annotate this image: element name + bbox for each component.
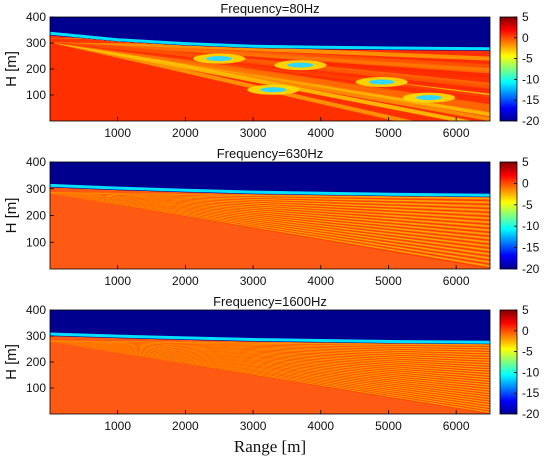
- colorbar-tick-label: -10: [522, 365, 540, 379]
- y-tick-label: 400: [26, 10, 46, 24]
- panel-title: Frequency=630Hz: [217, 146, 324, 161]
- surface-band: [50, 332, 490, 344]
- x-tick-label: 5000: [375, 419, 402, 433]
- x-tick-label: 1000: [104, 274, 131, 288]
- surface-band: [50, 31, 490, 51]
- y-tick-label: 200: [26, 209, 46, 223]
- colorbar-tick-label: 5: [522, 10, 529, 24]
- field-null: [416, 95, 443, 101]
- colorbar-tick-label: -20: [522, 407, 540, 421]
- x-axis-label: Range [m]: [234, 437, 306, 456]
- colorbar-tick-label: -5: [522, 198, 533, 212]
- x-tick-label: 3000: [240, 419, 267, 433]
- panel-title: Frequency=1600Hz: [213, 294, 327, 309]
- x-tick-label: 4000: [307, 419, 334, 433]
- colorbar-tick-label: -20: [522, 114, 540, 128]
- field-null: [368, 79, 395, 85]
- x-tick-label: 3000: [240, 274, 267, 288]
- colorbar-tick-label: -5: [522, 345, 533, 359]
- y-tick-label: 100: [26, 381, 46, 395]
- colorbar-tick-label: -20: [522, 262, 540, 276]
- y-tick-label: 400: [26, 155, 46, 169]
- colorbar: [499, 309, 518, 415]
- y-tick-label: 200: [26, 355, 46, 369]
- colorbar-tick-label: 5: [522, 303, 529, 317]
- x-tick-label: 1000: [104, 126, 131, 140]
- y-tick-label: 300: [26, 329, 46, 343]
- x-tick-label: 4000: [307, 126, 334, 140]
- y-tick-label: 400: [26, 303, 46, 317]
- field-stripe: [50, 192, 490, 198]
- panel-title: Frequency=80Hz: [220, 1, 319, 16]
- surface-band: [50, 183, 490, 197]
- y-tick-label: 300: [26, 36, 46, 50]
- y-tick-label: 100: [26, 88, 46, 102]
- x-tick-label: 5000: [375, 274, 402, 288]
- colorbar-tick-label: -5: [522, 52, 533, 66]
- y-tick-label: 300: [26, 182, 46, 196]
- colorbar: [499, 16, 518, 122]
- colorbar-tick-label: -15: [522, 386, 540, 400]
- colorbar: [499, 161, 518, 270]
- field-stripe: [50, 38, 490, 89]
- x-tick-label: 6000: [443, 126, 470, 140]
- y-tick-label: 100: [26, 235, 46, 249]
- colorbar-tick-label: -15: [522, 241, 540, 255]
- y-axis-label: H [m]: [3, 344, 20, 380]
- field-null: [206, 56, 233, 62]
- x-tick-label: 2000: [172, 126, 199, 140]
- field-stripe: [50, 38, 490, 74]
- y-axis-label: H [m]: [3, 198, 20, 234]
- field-stripe: [50, 340, 490, 345]
- colorbar-tick-label: -15: [522, 93, 540, 107]
- x-tick-label: 6000: [443, 419, 470, 433]
- x-tick-label: 3000: [240, 126, 267, 140]
- field-null: [260, 87, 287, 93]
- colorbar-tick-label: 0: [522, 31, 529, 45]
- colorbar-tick-label: 0: [522, 324, 529, 338]
- field-stripe: [50, 38, 490, 121]
- y-tick-label: 200: [26, 62, 46, 76]
- colorbar-tick-label: -10: [522, 219, 540, 233]
- x-tick-label: 6000: [443, 274, 470, 288]
- y-axis-label: H [m]: [3, 51, 20, 87]
- colorbar-tick-label: 0: [522, 176, 529, 190]
- x-tick-label: 2000: [172, 419, 199, 433]
- x-tick-label: 2000: [172, 274, 199, 288]
- x-tick-label: 4000: [307, 274, 334, 288]
- colorbar-tick-label: -10: [522, 72, 540, 86]
- heatmap-field: [50, 332, 490, 414]
- heatmap-field: [50, 183, 490, 269]
- field-null: [287, 62, 314, 68]
- x-tick-label: 1000: [104, 419, 131, 433]
- x-tick-label: 5000: [375, 126, 402, 140]
- colorbar-tick-label: 5: [522, 155, 529, 169]
